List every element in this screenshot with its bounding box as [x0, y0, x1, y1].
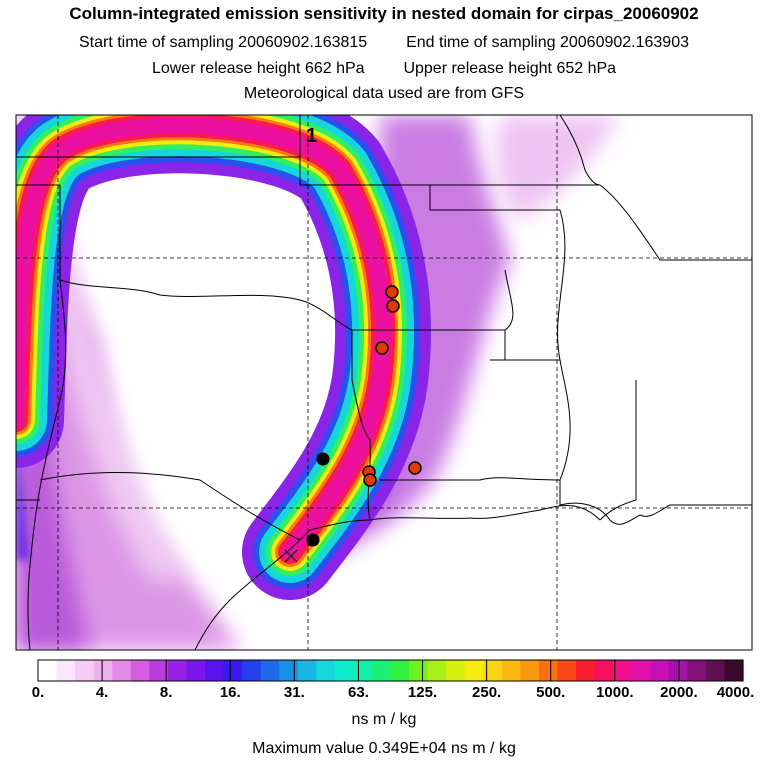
colorbar-cell	[464, 660, 484, 681]
plume	[16, 115, 432, 600]
colorbar-cell	[483, 660, 503, 681]
met-data-line: Meteorological data used are from GFS	[243, 85, 525, 102]
colorbar-cell	[334, 660, 354, 681]
colorbar-cell	[167, 660, 188, 681]
upper-value: 652 hPa	[556, 60, 617, 77]
lower-value: 662 hPa	[304, 60, 365, 77]
colorbar-cell	[613, 660, 633, 681]
colorbar-tick-label: 2000.	[660, 684, 698, 701]
colorbar-cell	[297, 660, 317, 681]
colorbar-cell	[594, 660, 614, 681]
black-dot-2	[306, 533, 320, 547]
colorbar-cell	[93, 660, 113, 681]
colorbar-cell	[223, 660, 243, 681]
colorbar-cell	[260, 660, 280, 681]
colorbar-cell	[668, 660, 688, 681]
plot-title: Column-integrated emission sensitivity i…	[69, 4, 699, 23]
colorbar-cell	[204, 660, 225, 681]
colorbar-cell	[75, 660, 95, 681]
end-label: End time of sampling	[406, 34, 556, 51]
colorbar-tick-label: 4.	[95, 684, 109, 701]
receptor-6	[408, 461, 422, 475]
colorbar-tick-label: 125.	[407, 684, 438, 701]
colorbar-unit: ns m / kg	[351, 711, 417, 728]
colorbar-cell	[279, 660, 299, 681]
colorbar-tick-label: 250.	[472, 684, 502, 701]
end-value: 20060902.163903	[559, 34, 689, 51]
map-field: 1	[16, 115, 752, 650]
lower-label: Lower release height	[151, 60, 301, 77]
receptor-3	[375, 341, 389, 355]
colorbar-cell	[112, 660, 132, 681]
start-value: 20060902.163815	[238, 34, 368, 51]
colorbar-tick-label: 0.	[31, 684, 45, 701]
colorbar-cell	[446, 660, 466, 681]
colorbar-tick-label: 4000.	[716, 684, 755, 701]
colorbar-cell	[501, 660, 521, 681]
colorbar-cell	[149, 660, 169, 681]
upper-label: Upper release height	[403, 60, 552, 77]
maximum-value-line: Maximum value 0.349E+04 ns m / kg	[0, 740, 768, 758]
colorbar-cell	[56, 660, 76, 681]
colorbar-cell	[631, 660, 651, 681]
max-value: 0.349E+04 ns m / kg	[368, 740, 516, 757]
colorbar-cell	[538, 660, 559, 681]
colorbar-tick-label: 500.	[536, 684, 566, 701]
colorbar-tick-label: 31.	[283, 684, 305, 701]
map-boundaries	[16, 115, 752, 650]
receptor-1	[385, 285, 399, 299]
colorbar-cell	[557, 660, 577, 681]
sampling-time-line: Start time of sampling 20060902.163815 E…	[0, 34, 768, 52]
colorbar-cell	[353, 660, 373, 681]
graticule	[16, 115, 752, 650]
release-height-line: Lower release height 662 hPa Upper relea…	[0, 60, 768, 78]
colorbar-cell	[371, 660, 392, 681]
black-dot-1	[316, 452, 330, 466]
colorbar-cell	[724, 660, 744, 681]
colorbar-cell	[705, 660, 726, 681]
colorbar-cell	[427, 660, 447, 681]
colorbar-tick-label: 8.	[159, 684, 173, 701]
colorbar-cell	[390, 660, 410, 681]
colorbar-tick-label: 1000.	[596, 684, 634, 701]
colorbar-cell	[130, 660, 150, 681]
colorbar-cell	[186, 660, 206, 681]
max-label: Maximum value	[252, 740, 365, 757]
colorbar-tick-label: 63.	[348, 684, 369, 701]
release-point-star	[284, 549, 298, 563]
start-label: Start time of sampling	[78, 34, 234, 51]
colorbar-cell	[650, 660, 670, 681]
colorbar-cell	[316, 660, 336, 681]
colorbar-tick-label: 16.	[219, 684, 241, 701]
colorbar-cell	[576, 660, 596, 681]
colorbar-cell	[38, 660, 58, 681]
colorbar-cell	[242, 660, 262, 681]
map-marker-label: 1	[306, 125, 317, 147]
colorbar-cell	[520, 660, 540, 681]
colorbar-cell	[409, 660, 429, 681]
receptor-markers	[284, 285, 422, 563]
receptor-5	[363, 473, 377, 487]
receptor-2	[386, 299, 400, 313]
colorbar-cell	[687, 660, 707, 681]
map-frame	[15, 114, 753, 651]
